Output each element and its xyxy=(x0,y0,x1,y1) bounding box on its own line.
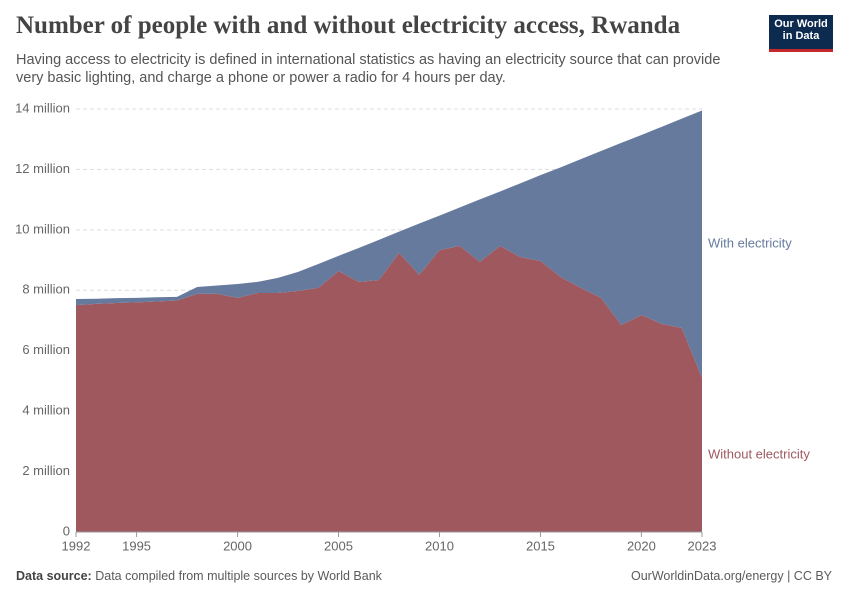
y-tick-label: 10 million xyxy=(15,221,70,236)
y-tick-label: 8 million xyxy=(22,282,70,297)
logo-line: Our World xyxy=(774,18,828,30)
subtitle: Having access to electricity is defined … xyxy=(16,52,721,86)
y-tick-label: 4 million xyxy=(22,403,70,418)
y-tick-label: 14 million xyxy=(15,100,70,115)
y-tick-label: 6 million xyxy=(22,342,70,357)
source-label: Data source: xyxy=(16,569,92,583)
footer-source: Data source: Data compiled from multiple… xyxy=(16,569,382,583)
x-tick-label: 2010 xyxy=(425,538,454,553)
source: Data compiled from multiple sources by W… xyxy=(95,569,382,583)
y-tick-label: 0 xyxy=(63,523,70,538)
title: Number of people with and without electr… xyxy=(16,12,681,39)
y-tick-label: 2 million xyxy=(22,463,70,478)
logo-line: in Data xyxy=(782,30,820,42)
logo[interactable]: Our World in Data xyxy=(769,15,833,52)
legend-label: Without electricity xyxy=(708,446,810,461)
area xyxy=(76,110,702,378)
x-tick-label: 1992 xyxy=(62,538,91,553)
y-tick-label: 12 million xyxy=(15,161,70,176)
area xyxy=(76,245,702,532)
credit[interactable]: OurWorldinData.org/energy | CC BY xyxy=(630,569,832,583)
x-tick-label: 2015 xyxy=(526,538,555,553)
x-tick-label: 2023 xyxy=(688,538,717,553)
legend-label: With electricity xyxy=(708,236,792,251)
chart: 0 2 million 4 million 6 million 8 million 10 … xyxy=(15,100,810,553)
x-tick-label: 2000 xyxy=(223,538,252,553)
x-tick-label: 2005 xyxy=(324,538,353,553)
x-tick-label: 2020 xyxy=(627,538,656,553)
x-tick-label: 1995 xyxy=(122,538,151,553)
